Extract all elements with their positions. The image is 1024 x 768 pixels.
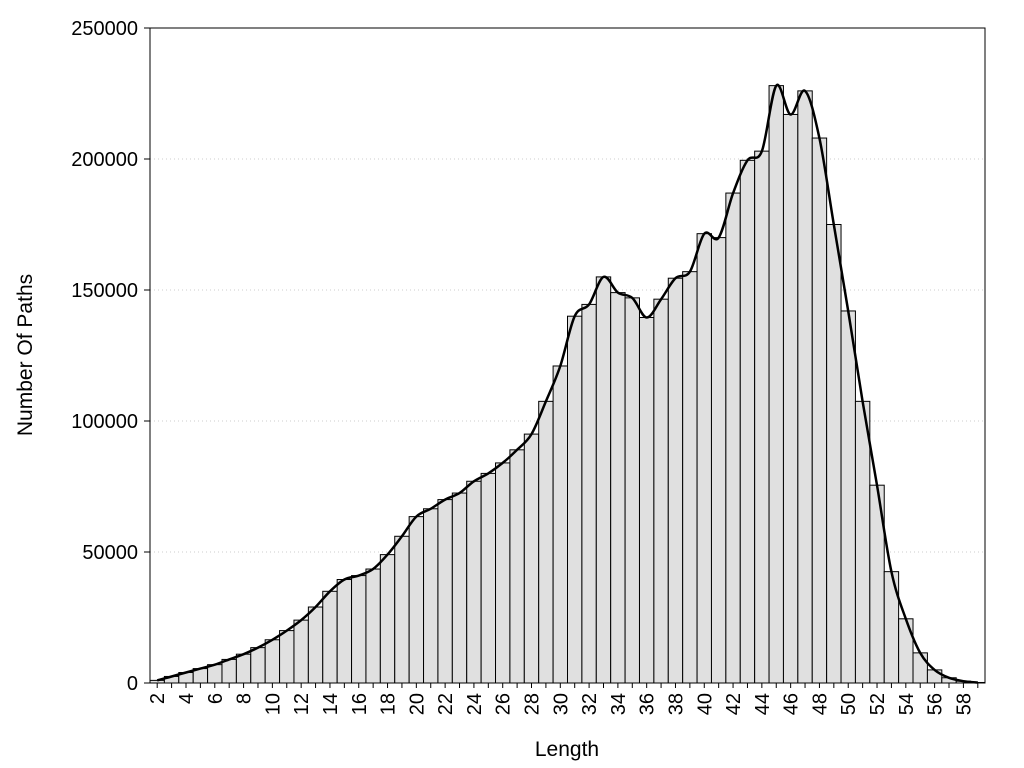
x-tick-label: 12 — [291, 693, 313, 715]
bar — [480, 472, 497, 684]
bar — [351, 575, 367, 684]
x-tick-label: 42 — [723, 693, 745, 715]
bar — [394, 535, 410, 684]
bar — [826, 224, 842, 684]
x-tick-label: 58 — [953, 693, 975, 715]
bar — [423, 508, 439, 684]
x-tick-label: 14 — [320, 693, 342, 715]
bar — [638, 317, 655, 684]
x-tick-label: 2 — [147, 693, 169, 704]
series-line — [156, 83, 978, 684]
x-tick-label: 10 — [262, 693, 284, 715]
x-tick-label: 44 — [752, 693, 774, 715]
x-axis-title: Length — [535, 738, 599, 761]
bar — [235, 653, 252, 684]
bar — [336, 579, 353, 684]
x-tick-label: 54 — [896, 693, 918, 715]
x-tick-label: 56 — [925, 693, 947, 715]
x-tick-label: 6 — [205, 693, 227, 704]
x-tick-label: 30 — [550, 693, 572, 715]
bar — [322, 590, 338, 684]
bar — [797, 90, 813, 684]
bar — [408, 516, 425, 684]
bar — [725, 192, 741, 684]
x-tick-label: 4 — [176, 693, 198, 704]
bar — [840, 310, 856, 684]
bar — [466, 480, 482, 684]
x-tick-label: 16 — [349, 693, 371, 715]
bar — [523, 433, 540, 684]
bar — [451, 492, 468, 684]
y-tick-label: 100000 — [71, 411, 138, 433]
x-tick-label: 22 — [435, 693, 457, 715]
y-axis-title: Number Of Paths — [14, 274, 37, 436]
y-tick-label: 150000 — [71, 280, 138, 302]
x-tick-label: 18 — [378, 693, 400, 715]
x-tick-label: 32 — [579, 693, 601, 715]
bar — [279, 630, 295, 684]
x-tick-label: 34 — [608, 693, 630, 715]
bar — [912, 652, 928, 684]
plot-frame — [149, 27, 986, 684]
y-tick-label: 250000 — [71, 18, 138, 40]
bar — [365, 568, 381, 684]
bar — [653, 298, 669, 684]
bar — [782, 113, 799, 684]
x-tick-label: 38 — [665, 693, 687, 715]
bar — [538, 400, 554, 684]
bar — [495, 462, 511, 684]
x-tick-label: 50 — [838, 693, 860, 715]
y-tick-label: 0 — [127, 673, 138, 695]
bar — [307, 606, 324, 684]
x-tick-label: 48 — [809, 693, 831, 715]
x-axis: 2 4 6 8 10 12 14 16 18 20 22 24 26 28 30 32 34 36 38 40 42 44… — [147, 683, 979, 715]
y-axis: 0 50000 100000 150000 200000 250000 — [71, 18, 150, 695]
bar — [854, 400, 871, 684]
bar — [696, 233, 712, 684]
bar — [624, 297, 640, 684]
bar — [250, 647, 266, 684]
x-tick-label: 28 — [522, 693, 544, 715]
bar — [710, 237, 727, 684]
bar — [567, 315, 583, 684]
y-tick-label: 50000 — [82, 542, 138, 564]
bar — [595, 276, 612, 684]
bar — [264, 639, 281, 684]
bars — [149, 85, 986, 684]
x-tick-label: 24 — [464, 693, 486, 715]
bar — [682, 271, 698, 684]
bar — [610, 292, 626, 684]
x-tick-label: 52 — [867, 693, 889, 715]
bar — [509, 449, 525, 684]
bar — [667, 277, 684, 684]
bar — [739, 159, 756, 684]
bar — [926, 669, 943, 684]
bar — [768, 85, 784, 684]
bar — [898, 618, 914, 684]
bar — [581, 303, 597, 684]
bar — [379, 554, 396, 684]
x-tick-label: 8 — [234, 693, 256, 704]
bar — [552, 365, 569, 684]
x-tick-label: 36 — [637, 693, 659, 715]
bar — [811, 137, 828, 684]
bar — [293, 619, 309, 684]
x-tick-label: 40 — [694, 693, 716, 715]
smoothed-line — [156, 83, 978, 684]
y-tick-label: 200000 — [71, 149, 138, 171]
x-tick-label: 20 — [406, 693, 428, 715]
x-tick-label: 46 — [781, 693, 803, 715]
bar — [221, 658, 237, 684]
x-tick-label: 26 — [493, 693, 515, 715]
bar — [754, 150, 770, 684]
bar — [437, 499, 453, 684]
